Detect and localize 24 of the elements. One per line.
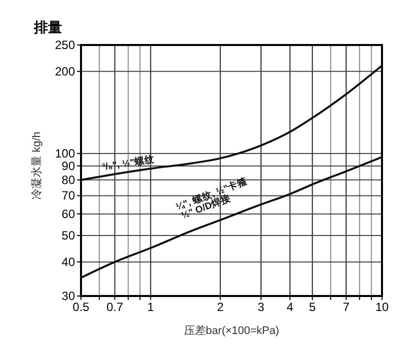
y-tick-label: 60 xyxy=(62,206,76,221)
x-tick-label: 5 xyxy=(309,300,316,314)
y-tick-label: 90 xyxy=(62,158,76,173)
x-tick-label: 3 xyxy=(258,300,265,314)
y-tick-label: 200 xyxy=(54,64,76,78)
x-tick-label: 4 xyxy=(286,300,294,314)
y-tick-label: 50 xyxy=(62,228,76,243)
text: ¼", 螺纹, ½"卡箍 ½" O/D焊接 xyxy=(174,175,249,222)
y-tick-label: 80 xyxy=(62,172,76,187)
text: ³/₈", ½"螺纹 xyxy=(101,153,156,174)
chart-title: 排量 xyxy=(33,19,62,35)
x-tick-label: 2 xyxy=(216,300,224,314)
y-tick-label: 70 xyxy=(62,188,76,203)
y-tick-label: 250 xyxy=(54,38,76,52)
x-tick-label: 7 xyxy=(342,300,350,314)
x-tick-label: 0.7 xyxy=(106,300,124,314)
x-tick-label: 1 xyxy=(147,300,154,314)
y-tick-label: 100 xyxy=(54,146,76,160)
y-axis-title: 冷凝水量 kg/h xyxy=(30,132,43,200)
y-tick-label: 30 xyxy=(62,289,76,303)
y-tick-label: 40 xyxy=(62,254,76,269)
x-axis-title: 压差bar(×100=kPa) xyxy=(184,325,280,337)
x-tick-label: 10 xyxy=(375,300,389,314)
x-tick-label: 0.5 xyxy=(72,300,90,314)
